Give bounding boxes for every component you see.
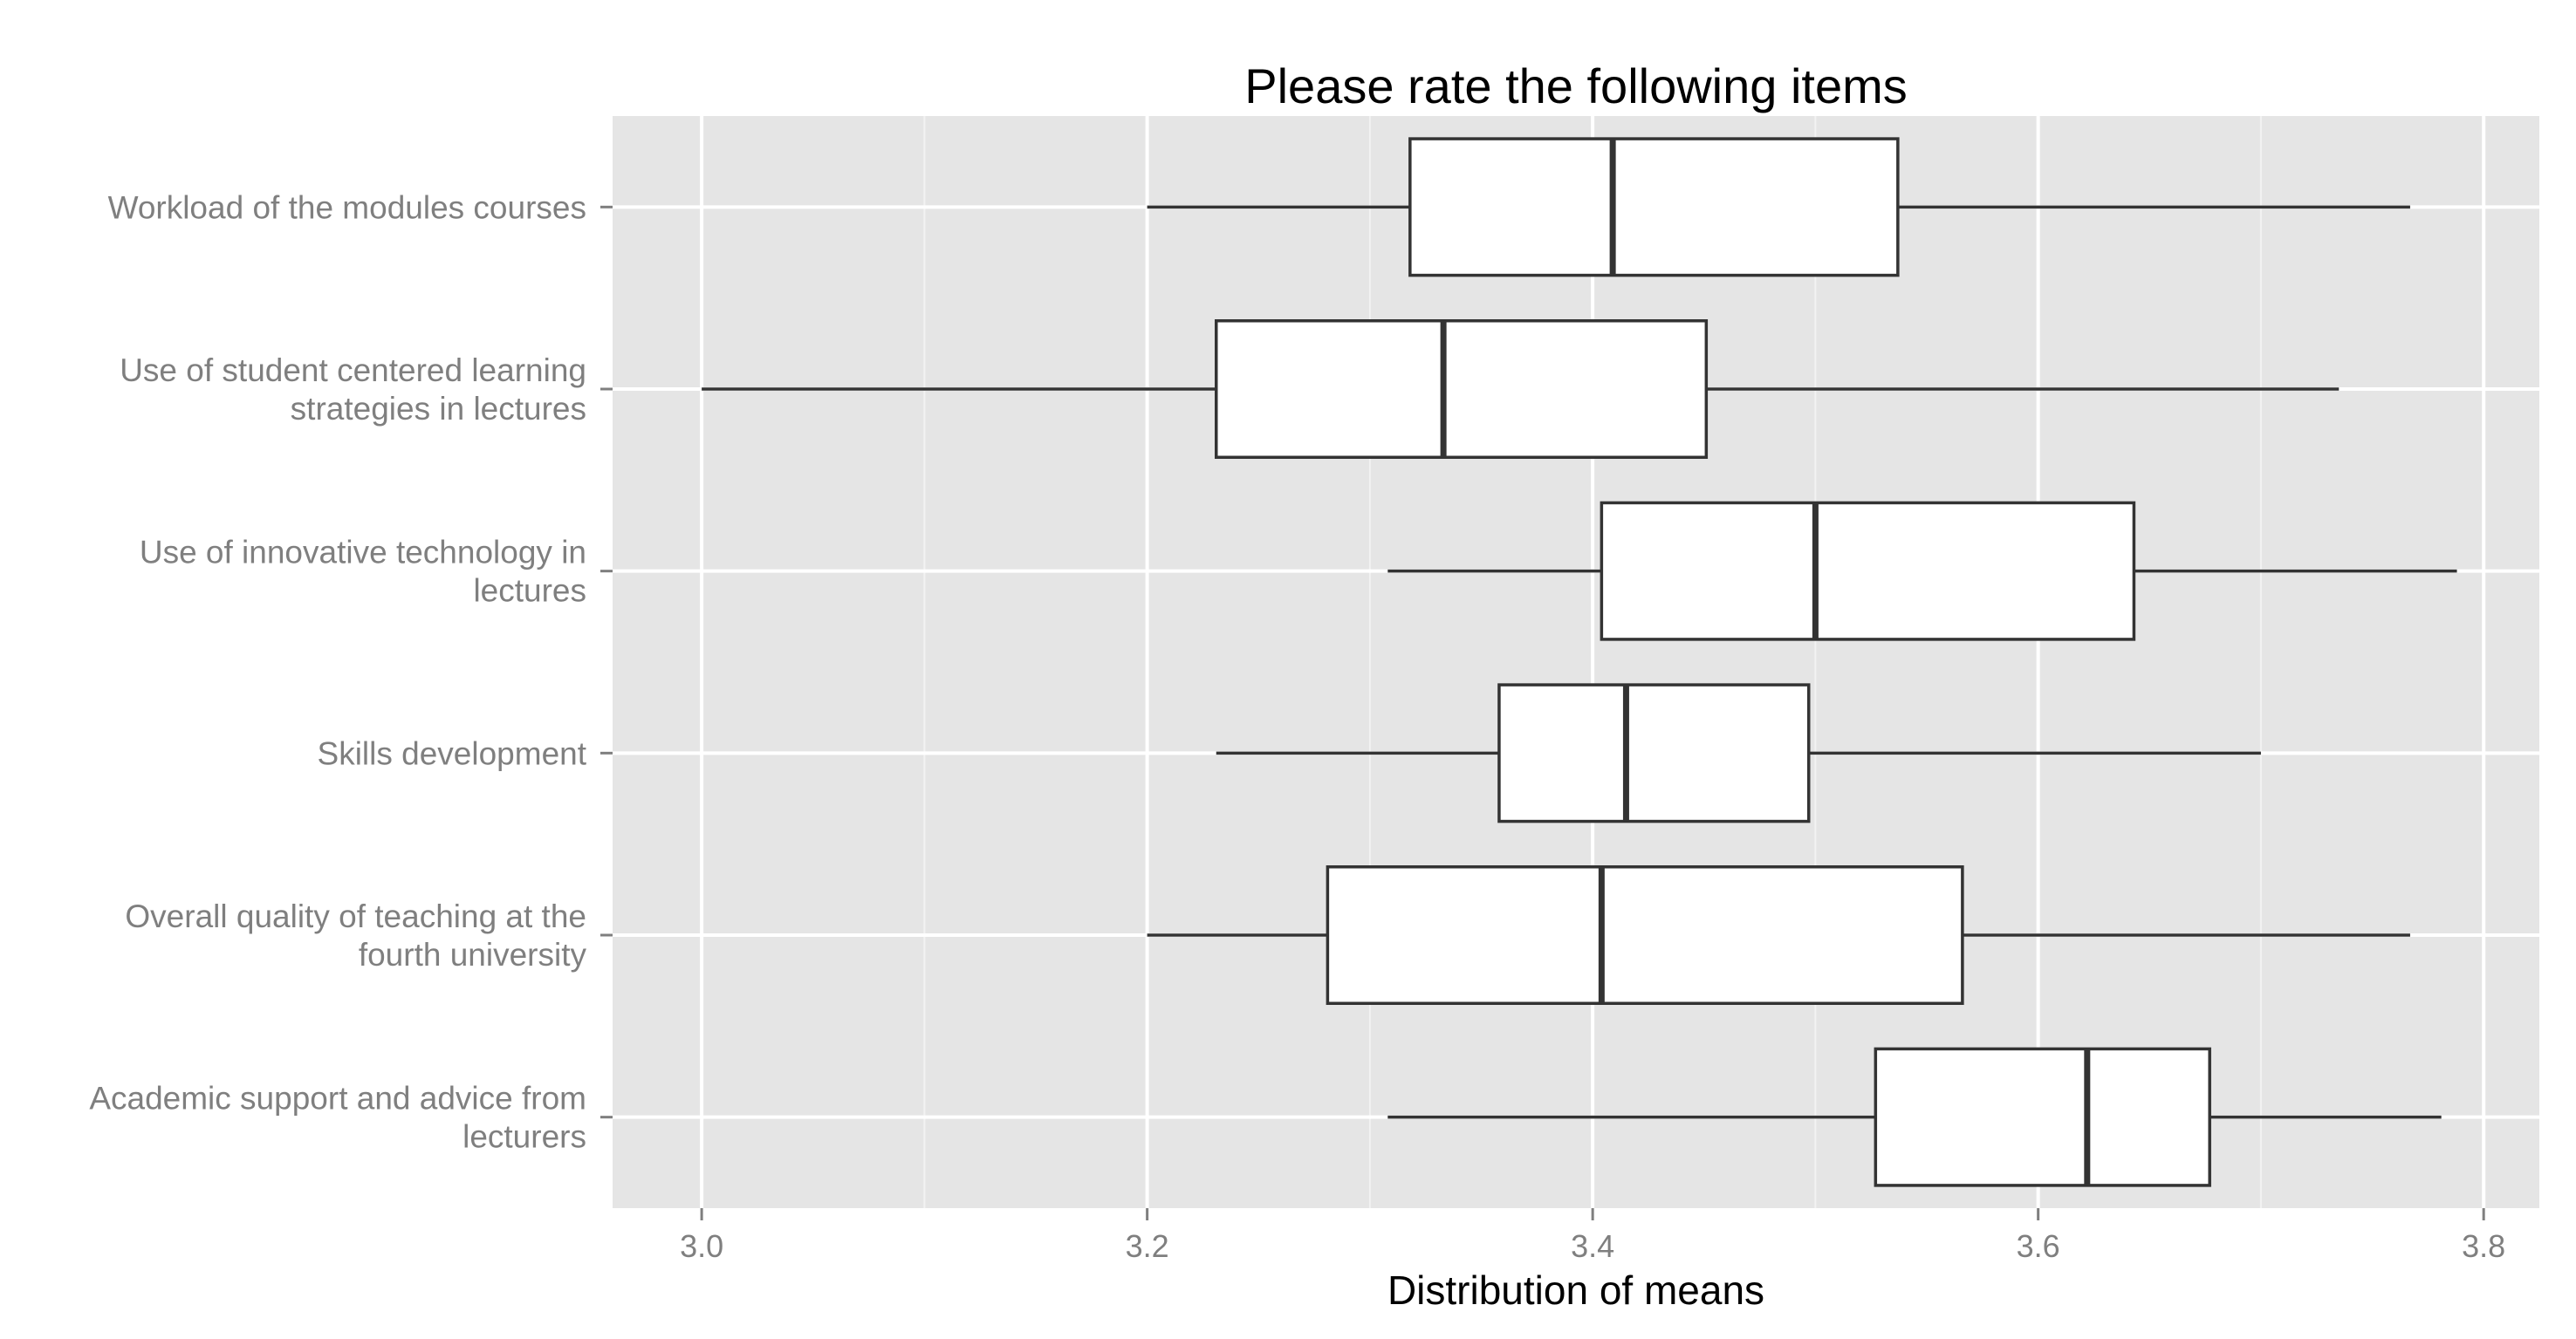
- box-2: [702, 319, 2340, 459]
- box-3: [1387, 501, 2457, 641]
- chart-title: Please rate the following items: [1244, 58, 1908, 113]
- box-5: [1147, 865, 2410, 1005]
- category-label: Use of student centered learning strategi…: [120, 352, 586, 427]
- interquartile-box: [1326, 865, 1964, 1005]
- minor-gridlines: [923, 116, 2262, 1208]
- category-label: Workload of the modules courses: [108, 189, 586, 225]
- interquartile-box: [1497, 683, 1811, 823]
- interquartile-box: [1408, 137, 1900, 277]
- x-tick-label: 3.6: [2017, 1228, 2060, 1264]
- category-label: Academic support and advice from lecturer…: [89, 1081, 586, 1155]
- x-tick-label: 3.2: [1126, 1228, 1169, 1264]
- y-axis: Workload of the modules courses Use of st…: [89, 189, 613, 1155]
- category-label: Skills development: [318, 735, 587, 771]
- interquartile-box: [1215, 319, 1709, 459]
- box-4: [1216, 683, 2261, 823]
- interquartile-box: [1600, 501, 2136, 641]
- box-6: [1387, 1047, 2442, 1187]
- box-1: [1147, 137, 2410, 277]
- x-axis-title: Distribution of means: [1387, 1267, 1764, 1313]
- x-tick-label: 3.0: [680, 1228, 723, 1264]
- box-series: [702, 137, 2457, 1187]
- plot-panel: [613, 116, 2539, 1208]
- x-tick-label: 3.8: [2462, 1228, 2505, 1264]
- category-label: Overall quality of teaching at the fourth…: [125, 898, 586, 973]
- category-label: Use of innovative technology in lectures: [140, 535, 586, 609]
- x-tick-label: 3.4: [1571, 1228, 1614, 1264]
- interquartile-box: [1874, 1047, 2211, 1187]
- x-axis: 3.0 3.2 3.4 3.6 3.8: [680, 1208, 2505, 1264]
